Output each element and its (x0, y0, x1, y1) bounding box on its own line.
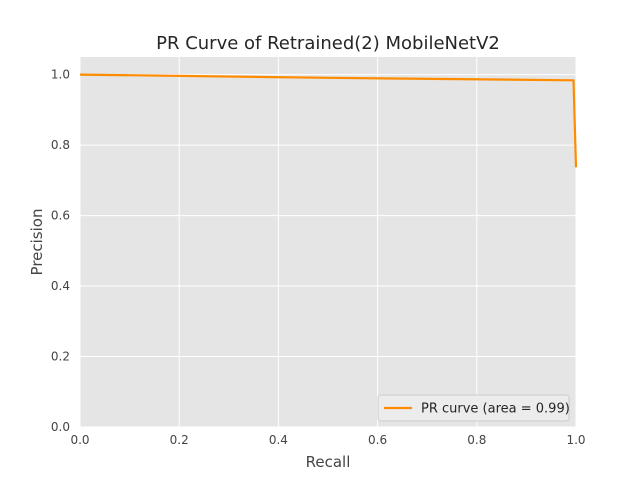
y-tick-label: 0.4 (51, 279, 70, 293)
series-layer (79, 73, 578, 168)
plot-area (80, 57, 576, 427)
x-tick-label: 0.8 (467, 433, 486, 447)
y-axis-label: Precision (28, 209, 46, 276)
y-tick-label: 0.0 (51, 420, 70, 434)
y-tick-label: 0.2 (51, 350, 70, 364)
legend: PR curve (area = 0.99) (377, 394, 570, 422)
x-tick-label: 1.0 (566, 433, 585, 447)
legend-box (377, 394, 570, 422)
chart-title: PR Curve of Retrained(2) MobileNetV2 (156, 33, 500, 54)
x-axis-label: Recall (306, 453, 351, 471)
x-tick-label: 0.6 (368, 433, 387, 447)
x-tick-label: 0.0 (70, 433, 89, 447)
tick-labels: 0.0 0.2 0.4 0.6 0.8 1.0 0.0 0.2 0.4 0.6 0.8 1.0 (51, 68, 586, 447)
x-tick-label: 0.4 (269, 433, 288, 447)
y-tick-label: 0.6 (51, 209, 70, 223)
y-tick-label: 0.8 (51, 138, 70, 152)
y-tick-label: 1.0 (51, 68, 70, 82)
x-tick-label: 0.2 (170, 433, 189, 447)
series-line-0 (79, 73, 578, 168)
legend-label: PR curve (area = 0.99) (421, 402, 570, 417)
